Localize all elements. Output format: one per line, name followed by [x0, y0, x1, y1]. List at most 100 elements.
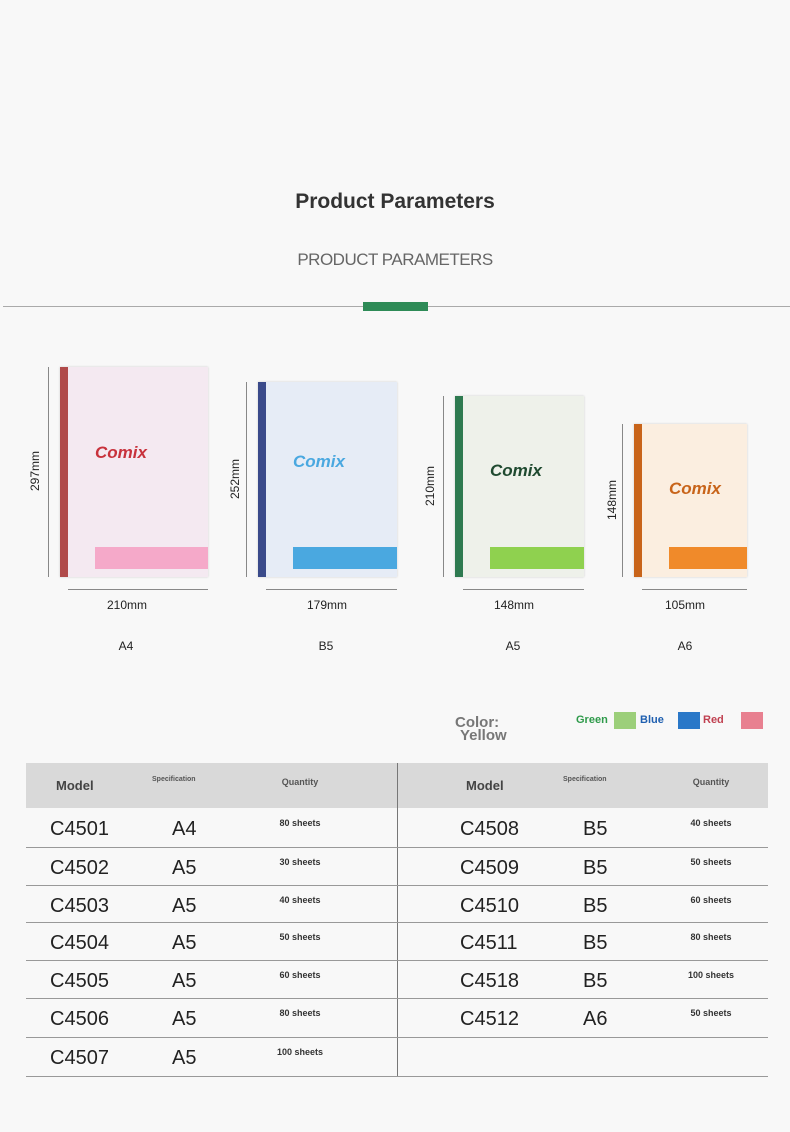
model-cell: C4507: [50, 1047, 109, 1069]
spec-cell: A5: [172, 857, 197, 879]
notebook-brand: Comix: [293, 452, 345, 472]
model-cell: C4508: [460, 818, 519, 840]
model-cell: C4503: [50, 895, 109, 917]
quantity-cell: 100 sheets: [687, 970, 735, 980]
color-label: Color:: [455, 714, 500, 731]
spec-cell: A5: [172, 895, 197, 917]
quantity-cell: 40 sheets: [279, 895, 321, 905]
spec-cell: B5: [583, 932, 608, 954]
height-label: 148mm: [605, 479, 619, 520]
quantity-cell: 50 sheets: [279, 932, 321, 942]
model-cell: C4518: [460, 970, 519, 992]
row-line: [26, 847, 768, 848]
quantity-cell: 80 sheets: [690, 932, 732, 942]
spec-cell: B5: [583, 818, 608, 840]
size-label: A5: [505, 639, 521, 653]
quantity-cell: 30 sheets: [279, 857, 321, 867]
notebook-brand: Comix: [95, 442, 147, 462]
quantity-cell: 80 sheets: [279, 818, 321, 828]
spec-cell: B5: [583, 970, 608, 992]
height-line: [443, 396, 444, 577]
quantity-cell: 80 sheets: [279, 1008, 321, 1018]
row-line: [26, 885, 768, 886]
notebook-band: [95, 547, 208, 569]
spec-cell: A5: [172, 932, 197, 954]
column-header: Specification: [563, 776, 607, 783]
column-header: Quantity: [692, 777, 730, 787]
model-cell: C4504: [50, 932, 109, 954]
size-label: A6: [677, 639, 693, 653]
spec-cell: B5: [583, 895, 608, 917]
width-label: 179mm: [306, 598, 347, 612]
notebook-brand: Comix: [490, 461, 542, 481]
width-label: 210mm: [106, 598, 147, 612]
width-line: [68, 589, 208, 590]
height-line: [246, 382, 247, 577]
model-cell: C4510: [460, 895, 519, 917]
notebook-cover: [258, 382, 397, 577]
notebook-band: [490, 547, 584, 569]
quantity-cell: 60 sheets: [279, 970, 321, 980]
spec-cell: A6: [583, 1008, 608, 1030]
notebook-band: [669, 547, 747, 569]
width-line: [266, 589, 397, 590]
model-cell: C4505: [50, 970, 109, 992]
model-cell: C4506: [50, 1008, 109, 1030]
row-line: [26, 922, 768, 923]
spec-cell: A4: [172, 818, 197, 840]
row-line: [26, 960, 768, 961]
height-label: 210mm: [423, 465, 437, 506]
height-label: 297mm: [28, 451, 42, 492]
notebook-brand: Comix: [669, 479, 721, 499]
color-swatch: [678, 712, 700, 729]
title: Product Parameters: [295, 190, 495, 213]
column-header: Quantity: [281, 777, 319, 787]
height-line: [622, 424, 623, 577]
row-line: [26, 998, 768, 999]
notebook-spine: [634, 424, 642, 577]
model-cell: C4509: [460, 857, 519, 879]
row-line: [26, 1037, 768, 1038]
notebook-cover: [60, 367, 208, 577]
model-cell: C4512: [460, 1008, 519, 1030]
quantity-cell: 60 sheets: [690, 895, 732, 905]
model-cell: C4511: [460, 932, 518, 954]
width-label: 148mm: [493, 598, 534, 612]
spec-cell: B5: [583, 857, 608, 879]
size-label: A4: [118, 639, 134, 653]
notebook-spine: [455, 396, 463, 577]
subtitle: PRODUCT PARAMETERS: [297, 250, 493, 269]
color-option: Blue: [640, 714, 664, 726]
color-option: Green: [576, 714, 608, 726]
spec-cell: A5: [172, 970, 197, 992]
table-divider: [397, 763, 398, 1076]
quantity-cell: 40 sheets: [690, 818, 732, 828]
column-header: Model: [466, 778, 504, 793]
row-line: [26, 1076, 768, 1077]
width-label: 105mm: [664, 598, 705, 612]
quantity-cell: 50 sheets: [690, 857, 732, 867]
width-line: [642, 589, 747, 590]
column-header: Specification: [152, 776, 196, 783]
color-swatch: [614, 712, 636, 729]
notebook-spine: [60, 367, 68, 577]
notebook-spine: [258, 382, 266, 577]
color-option: Red: [703, 714, 724, 726]
model-cell: C4502: [50, 857, 109, 879]
height-label: 252mm: [228, 458, 242, 499]
size-label: B5: [318, 639, 334, 653]
model-cell: C4501: [50, 818, 109, 840]
color-swatch: [741, 712, 763, 729]
width-line: [463, 589, 584, 590]
height-line: [48, 367, 49, 577]
notebook-band: [293, 547, 397, 569]
color-option: Yellow: [460, 727, 507, 744]
accent-bar: [363, 302, 428, 311]
spec-cell: A5: [172, 1008, 197, 1030]
spec-cell: A5: [172, 1047, 197, 1069]
quantity-cell: 50 sheets: [690, 1008, 732, 1018]
notebook-cover: [455, 396, 584, 577]
column-header: Model: [56, 778, 94, 793]
quantity-cell: 100 sheets: [276, 1047, 324, 1057]
